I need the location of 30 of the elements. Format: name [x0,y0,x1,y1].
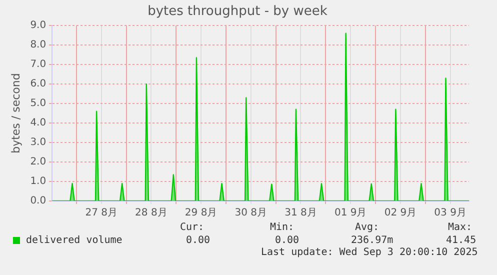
y-tick-label: 1.0 [30,176,46,188]
text: Max: [448,222,472,233]
x-tick-label: 27 8月 [85,208,118,219]
x-tick-label: 29 8月 [184,208,218,219]
x-tick-label: 02 9月 [384,208,417,219]
x-tick-label: 31 8月 [284,208,317,219]
legend-label: delivered volume [26,235,122,246]
text: 41.45 [446,235,476,246]
y-tick-label: 6.0 [30,78,46,90]
y-tick-label: 4.0 [30,118,46,129]
text: 0.00 [275,235,300,246]
text: 236.97m [351,235,394,246]
text: Min: [270,222,294,233]
y-tick-label: 2.0 [30,156,46,168]
y-axis-title: bytes / second [9,73,22,154]
x-tick-label: 01 9月 [334,208,367,219]
y-tick-label: 3.0 [30,137,46,148]
y-tick-label: 9.0 [30,20,46,32]
y-tick-label: 7.0 [30,59,46,70]
text: Avg: [355,222,380,233]
x-tick-label: 03 9月 [434,208,466,219]
text: 0.00 [186,235,210,246]
y-tick-label: 8.0 [30,40,46,51]
x-tick-label: 28 8月 [135,208,168,219]
x-tick-label: 30 8月 [234,208,268,219]
text: Cur: [180,222,204,233]
y-tick-label: 0.0 [30,196,46,207]
text: Last update: Wed Sep 3 20:00:10 2025 [261,247,478,258]
y-tick-label: 5.0 [30,98,46,110]
chart-title: bytes throughput - by week [148,4,328,20]
